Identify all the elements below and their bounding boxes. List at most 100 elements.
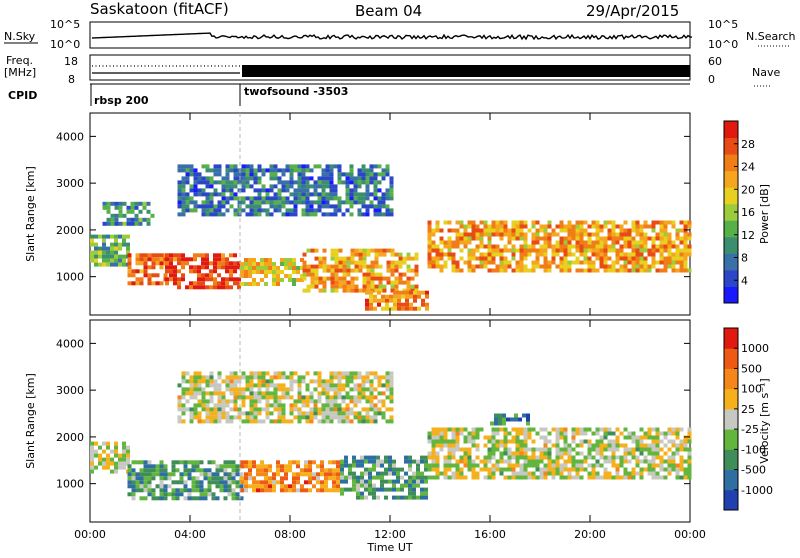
velocity-cell (281, 383, 286, 388)
power-cell (559, 236, 564, 241)
velocity-cell (443, 435, 448, 440)
power-cell (330, 276, 335, 281)
power-cell (260, 278, 264, 282)
velocity-cell (289, 395, 294, 400)
power-cell (595, 220, 600, 225)
velocity-cell (135, 480, 140, 485)
velocity-cell (336, 488, 340, 493)
power-cell (177, 261, 181, 266)
velocity-cell (424, 479, 428, 484)
velocity-cell (317, 391, 322, 396)
power-cell (205, 164, 210, 169)
velocity-cell (392, 467, 396, 472)
power-cell (321, 200, 326, 205)
velocity-cell (256, 480, 260, 485)
power-cell (515, 220, 520, 225)
velocity-cell (491, 435, 496, 440)
velocity-cell (147, 460, 152, 465)
velocity-cell (333, 371, 338, 376)
power-cell (401, 306, 405, 311)
power-cell (193, 172, 198, 177)
velocity-cell (623, 451, 628, 456)
power-cell (571, 232, 576, 237)
velocity-cell (260, 460, 264, 465)
velocity-cell (451, 475, 456, 480)
power-cell (353, 180, 358, 185)
velocity-cell (551, 443, 556, 448)
power-cell (385, 294, 389, 299)
power-cell (427, 236, 432, 241)
velocity-cell (563, 427, 568, 432)
power-cell (185, 176, 190, 181)
power-cell (361, 172, 366, 177)
velocity-cell (357, 411, 362, 416)
power-cell (350, 280, 355, 285)
velocity-cell (356, 487, 360, 492)
velocity-cell (163, 484, 168, 489)
power-cell (631, 256, 636, 261)
power-cell (398, 264, 403, 269)
power-cell (535, 252, 540, 257)
velocity-cell (337, 383, 342, 388)
velocity-cell (463, 427, 468, 432)
velocity-cell (217, 383, 222, 388)
velocity-cell (276, 480, 280, 485)
velocity-cell (667, 459, 672, 464)
power-cell (563, 256, 568, 261)
velocity-cell (293, 379, 298, 384)
power-cell (169, 257, 173, 262)
power-cell (151, 265, 156, 270)
velocity-cell (475, 475, 480, 480)
power-cell (135, 253, 140, 258)
velocity-cell (277, 395, 282, 400)
power-cell (197, 281, 201, 286)
velocity-cell (655, 475, 660, 480)
velocity-cell (571, 467, 576, 472)
velocity-cell (312, 472, 316, 477)
power-cell (285, 168, 290, 173)
power-cell (439, 252, 444, 257)
velocity-cell (631, 439, 636, 444)
power-cell (252, 282, 256, 286)
power-cell (651, 248, 656, 253)
velocity-cell (667, 431, 672, 436)
velocity-cell (368, 487, 372, 492)
power-cell (277, 192, 282, 197)
power-cell (667, 260, 672, 265)
power-cell (635, 228, 640, 233)
velocity-cell (147, 464, 152, 469)
power-cell (205, 176, 210, 181)
velocity-cell (389, 419, 394, 424)
power-cell (245, 180, 250, 185)
power-cell (687, 268, 692, 273)
velocity-cell (193, 371, 198, 376)
power-cell (503, 224, 508, 229)
power-cell (102, 246, 106, 251)
velocity-cell (627, 447, 632, 452)
velocity-cell (229, 419, 234, 424)
power-cell (252, 262, 256, 266)
velocity-cell (420, 455, 424, 460)
velocity-cell (519, 447, 524, 452)
power-cell (611, 268, 616, 273)
velocity-cell (385, 371, 390, 376)
velocity-cell (356, 495, 360, 500)
velocity-cell (389, 395, 394, 400)
velocity-cell (320, 472, 324, 477)
velocity-cell (431, 455, 436, 460)
power-cell (217, 253, 221, 258)
velocity-cell (631, 447, 636, 452)
velocity-cell (329, 411, 334, 416)
power-cell (643, 268, 648, 273)
power-cell (325, 200, 330, 205)
power-cell (531, 264, 536, 269)
power-cell (631, 260, 636, 265)
power-cell (611, 228, 616, 233)
power-cell (305, 204, 310, 209)
velocity-cell (607, 447, 612, 452)
velocity-cell (559, 431, 564, 436)
velocity-cell (159, 476, 164, 481)
power-cell (225, 269, 229, 274)
power-cell (209, 200, 214, 205)
velocity-cell (479, 427, 484, 432)
